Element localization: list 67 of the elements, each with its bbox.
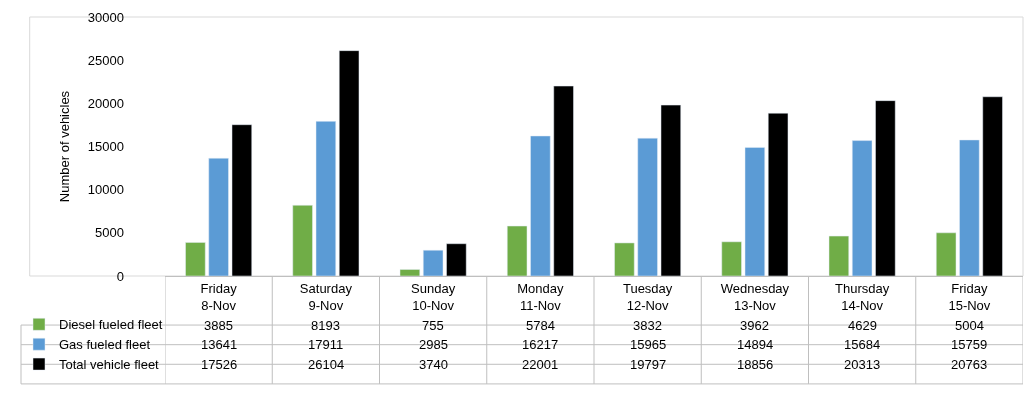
- y-tick-label: 0: [116, 268, 124, 284]
- data-label: 17526: [201, 357, 238, 372]
- data-label: 16217: [522, 337, 559, 352]
- data-label: 15684: [844, 337, 881, 352]
- bar: [231, 124, 252, 276]
- y-tick-label: 10000: [87, 182, 124, 198]
- bar: [767, 112, 789, 276]
- x-tick-label: Friday 8-Nov: [200, 280, 238, 313]
- x-tick-label: Friday 15-Nov: [948, 280, 991, 313]
- bar: [338, 50, 360, 276]
- bar: [959, 139, 980, 276]
- y-tick-label: 5000: [95, 225, 124, 241]
- data-label: 26104: [308, 357, 345, 372]
- y-axis-title: Number of vehicles: [56, 90, 72, 203]
- data-label: 15759: [951, 337, 988, 352]
- bar: [185, 242, 206, 276]
- data-label: 19797: [630, 357, 667, 372]
- x-tick-label: Monday 11-Nov: [517, 280, 564, 313]
- x-tick-label: Wednesday 13-Nov: [720, 280, 790, 313]
- legend-label: Diesel fueled fleet: [59, 317, 163, 333]
- bar: [315, 121, 336, 276]
- bar: [553, 85, 574, 276]
- bar: [446, 243, 467, 276]
- data-label: 5004: [955, 318, 984, 333]
- x-tick-label: Thursday 14-Nov: [835, 280, 890, 313]
- data-label: 4629: [848, 318, 877, 333]
- data-label: 2985: [419, 337, 448, 352]
- data-label: 3832: [633, 318, 662, 333]
- data-label: 22001: [522, 357, 559, 372]
- bar: [744, 147, 765, 276]
- bar: [208, 157, 229, 276]
- legend-label: Gas fueled fleet: [59, 337, 151, 353]
- bar: [530, 135, 551, 276]
- x-tick-label: Sunday 10-Nov: [411, 280, 456, 313]
- data-label: 15965: [630, 337, 667, 352]
- x-tick-label: Saturday 9-Nov: [299, 280, 353, 313]
- bar: [721, 241, 742, 276]
- bar: [614, 242, 635, 276]
- data-label: 3962: [740, 318, 769, 333]
- bar: [982, 96, 1003, 276]
- bar: [637, 137, 658, 276]
- data-label: 755: [422, 318, 444, 333]
- data-label: 5784: [526, 318, 555, 333]
- data-label: 18856: [737, 357, 774, 372]
- y-tick-label: 20000: [87, 95, 124, 111]
- data-label: 3740: [419, 357, 448, 372]
- data-label: 14894: [737, 337, 774, 352]
- bar: [292, 205, 313, 276]
- bar: [828, 235, 850, 276]
- data-label: 20313: [844, 357, 881, 372]
- data-label: 13641: [201, 337, 238, 352]
- data-label: 3885: [204, 318, 233, 333]
- bar: [875, 100, 896, 276]
- y-tick-label: 25000: [87, 52, 124, 68]
- bar: [660, 104, 681, 276]
- legend-label: Total vehicle fleet: [59, 357, 160, 373]
- bar: [852, 140, 873, 276]
- bar: [423, 249, 444, 276]
- y-tick-label: 30000: [87, 9, 124, 25]
- data-label: 17911: [308, 337, 344, 352]
- bar: [507, 225, 528, 276]
- x-tick-label: Tuesday 12-Nov: [622, 280, 673, 313]
- bar: [936, 232, 957, 276]
- data-label: 20763: [951, 357, 988, 372]
- data-label: 8193: [311, 318, 340, 333]
- y-tick-label: 15000: [87, 139, 124, 155]
- bar: [399, 269, 421, 276]
